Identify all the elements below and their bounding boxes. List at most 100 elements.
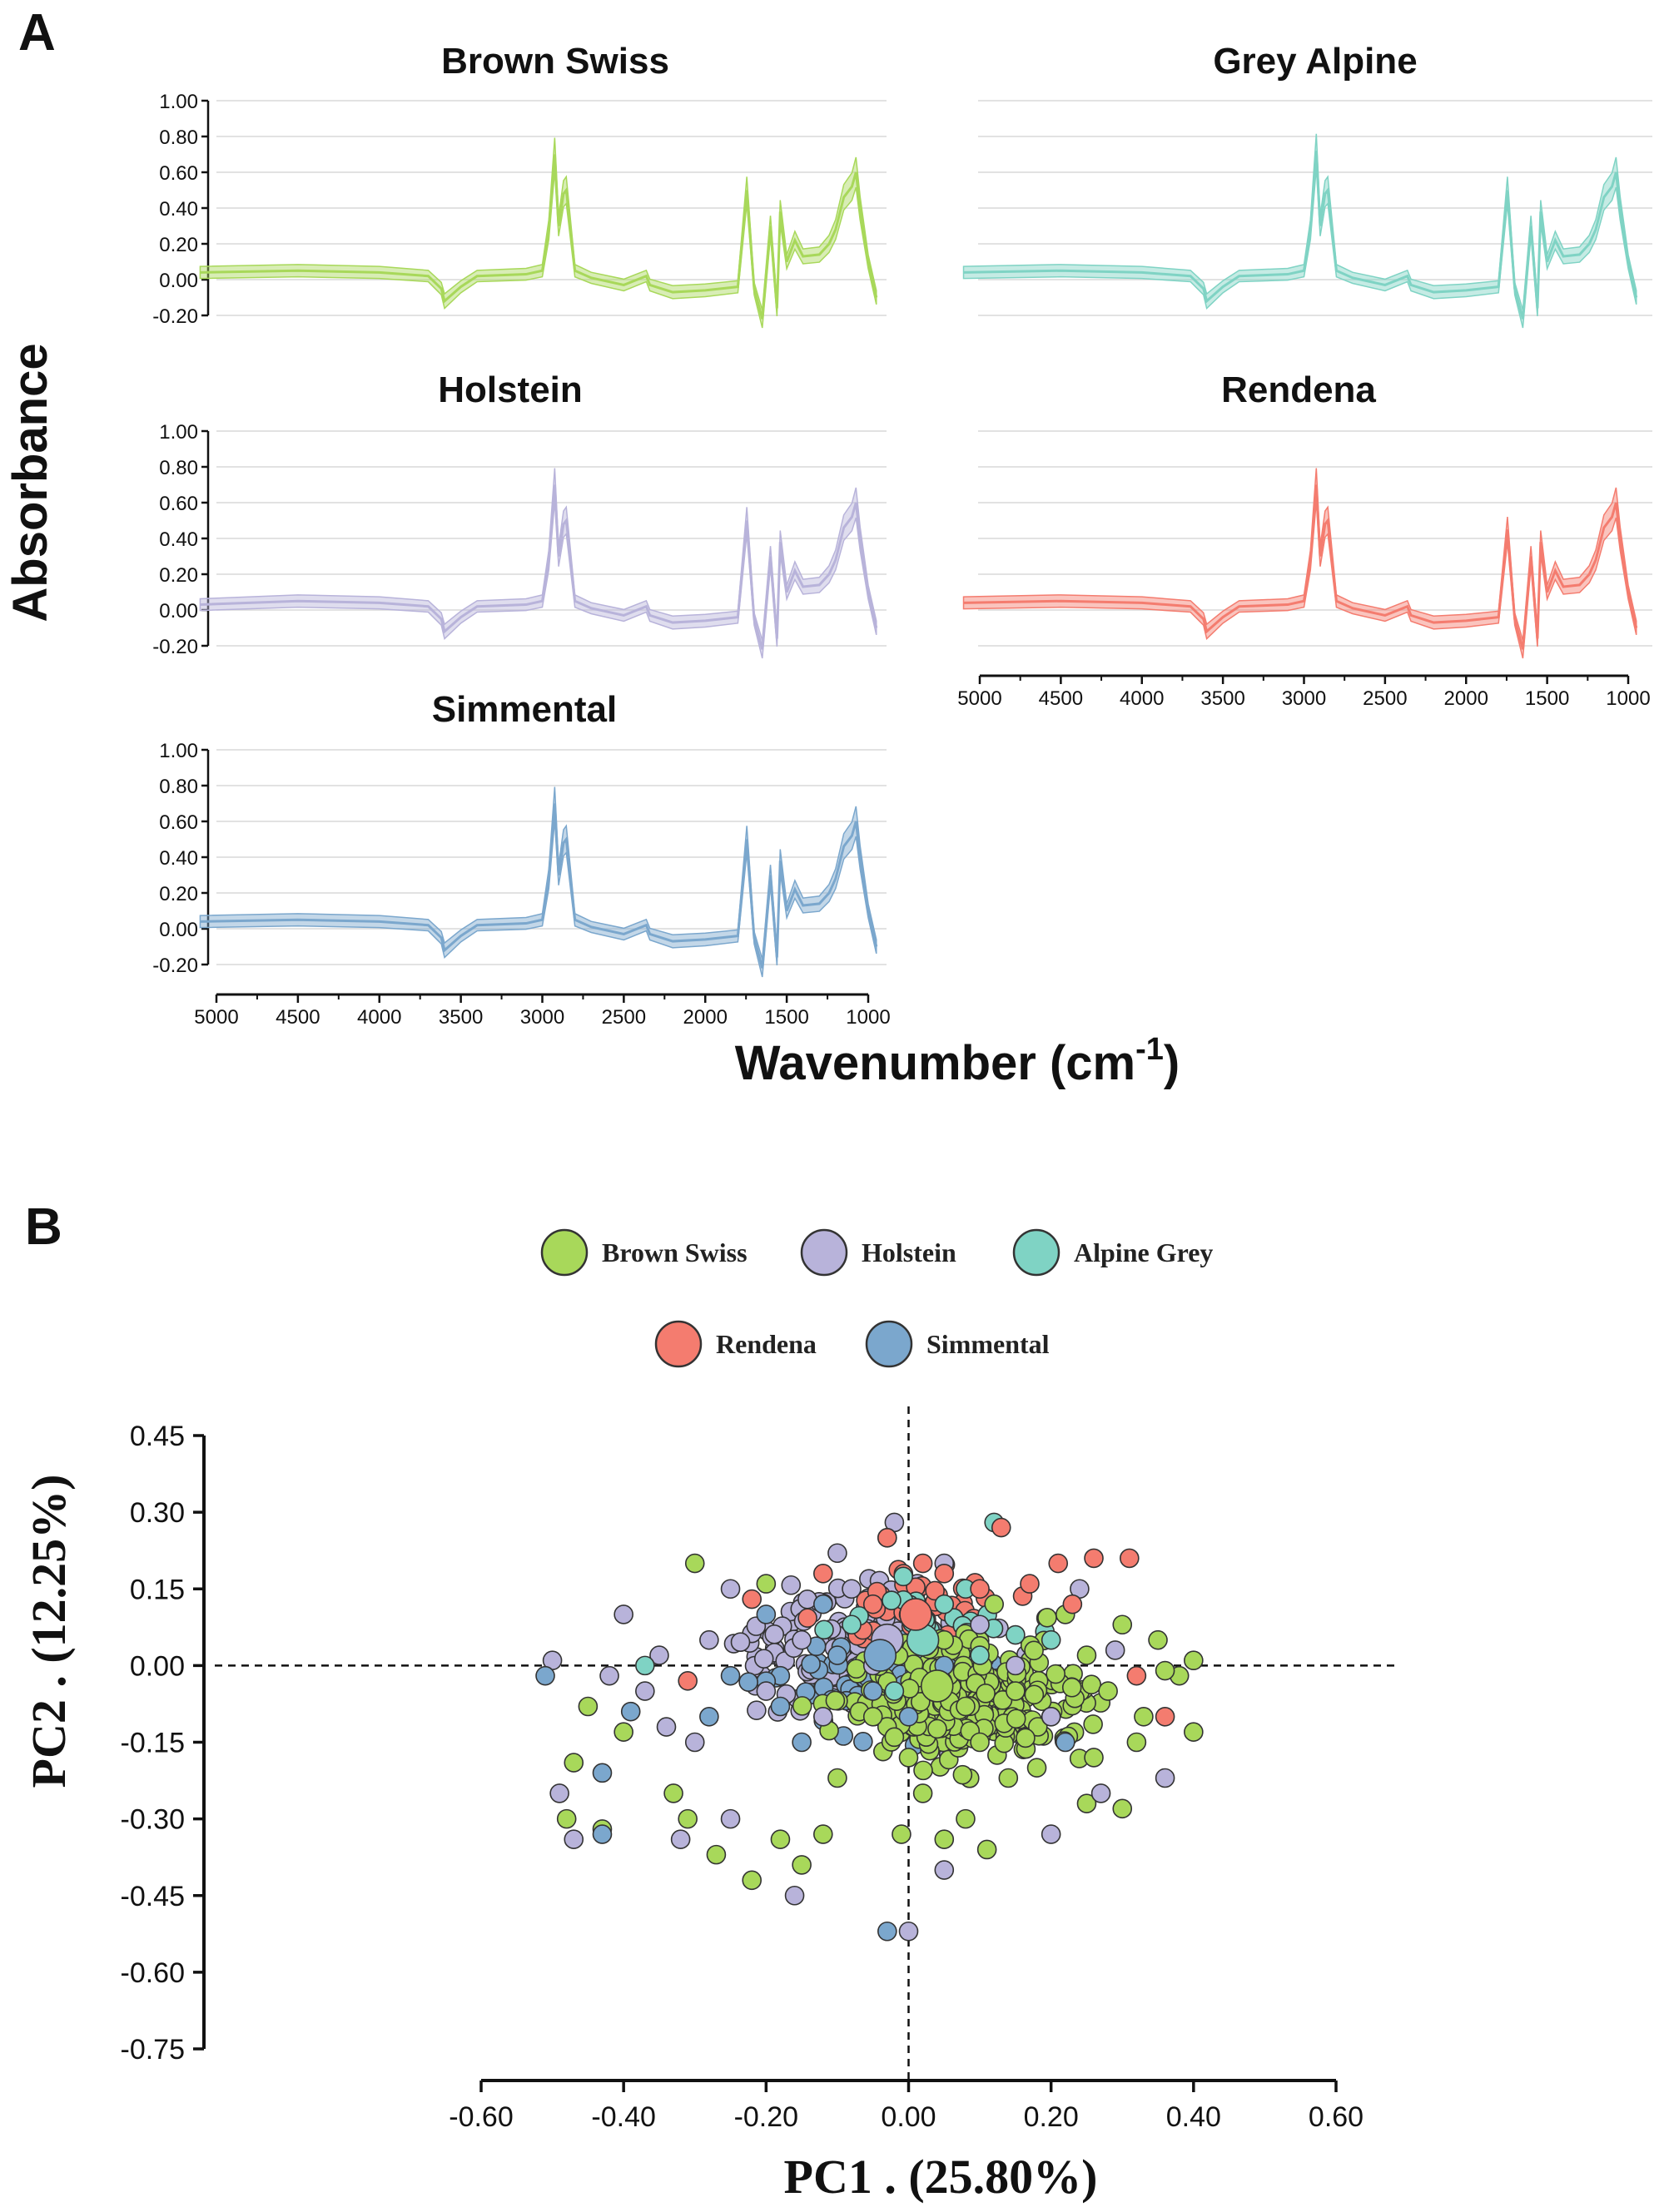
- pca-point: [1083, 1714, 1103, 1734]
- pca-point: [1062, 1594, 1083, 1614]
- pca-point: [984, 1594, 1004, 1614]
- x-tick-label: 2500: [1363, 687, 1407, 710]
- spectrum-panel-rendena: Rendena 5000 4500 4000 3500 3000 2500 2000 1500 1…: [957, 369, 1652, 710]
- pca-point: [742, 1589, 762, 1609]
- pca-point: [1155, 1660, 1175, 1681]
- pca-point: [827, 1768, 847, 1788]
- pca-point: [1084, 1548, 1104, 1569]
- pca-point: [578, 1696, 599, 1717]
- pca-point: [684, 1553, 705, 1574]
- pca-point: [976, 1839, 997, 1860]
- pca-point: [1037, 1608, 1057, 1628]
- pca-point: [842, 1614, 862, 1635]
- pca-point: [853, 1732, 873, 1752]
- pca-point: [898, 1706, 919, 1727]
- pca-point: [877, 1921, 897, 1942]
- pca-point: [1126, 1665, 1147, 1686]
- spectrum-title: Simmental: [432, 689, 618, 730]
- pca-point: [991, 1517, 1011, 1538]
- pca-point: [1006, 1681, 1026, 1701]
- pca-point: [1026, 1758, 1047, 1778]
- pca-point: [1055, 1732, 1075, 1753]
- pca-point: [812, 1824, 833, 1844]
- pca-point: [1076, 1793, 1097, 1813]
- panel-a-xlabel-main: Wavenumber (cm: [735, 1036, 1135, 1090]
- x-tick-label: 1500: [764, 1006, 808, 1029]
- pca-point: [1076, 1645, 1097, 1665]
- pca-dense-cloud: [723, 1555, 1111, 1788]
- pca-point: [613, 1722, 633, 1743]
- pca-point: [756, 1681, 777, 1701]
- pca-point: [1090, 1783, 1111, 1803]
- pca-point: [970, 1732, 990, 1753]
- pca-point: [592, 1824, 613, 1844]
- x-tick-label: 1500: [1525, 687, 1569, 710]
- pca-point: [784, 1885, 805, 1906]
- legend-item: Rendena: [654, 1320, 817, 1368]
- spectrum-panel-grey-alpine: Grey Alpine: [962, 41, 1652, 329]
- pca-point: [649, 1645, 669, 1665]
- pca-scatter: Brown Swiss Holstein Alpine Grey Rendena Sim…: [22, 1228, 1394, 2204]
- y-tick-label: 0.20: [159, 883, 198, 905]
- pca-point: [1112, 1614, 1133, 1635]
- pca-point: [535, 1665, 555, 1686]
- y-tick-label: 0.80: [159, 776, 198, 798]
- x-tick-label: 2000: [1444, 687, 1488, 710]
- pca-point: [1020, 1574, 1040, 1594]
- pca-point: [884, 1727, 905, 1748]
- spectrum-panel-holstein: Holstein 1.00 0.80 0.60 0.40 0.20 0.00 -0.20: [152, 369, 887, 659]
- pca-point: [635, 1655, 655, 1676]
- x-tick-label: 4500: [276, 1006, 320, 1029]
- spectrum-band: [199, 786, 877, 978]
- spectrum-title: Brown Swiss: [441, 41, 669, 82]
- pca-centroid: [899, 1598, 932, 1631]
- spectrum-mean-line: [963, 484, 1638, 650]
- pca-point: [742, 1870, 762, 1891]
- pca-point: [797, 1608, 817, 1628]
- pca-point: [635, 1681, 655, 1701]
- pca-series-rendena: [678, 1517, 1175, 1727]
- pca-x-tick-label: -0.60: [449, 2101, 514, 2133]
- pca-point: [656, 1717, 677, 1737]
- spectra-panels: Brown Swiss 1.00 0.80 0.60 0.40 0.20 0.00 -0.20…: [152, 41, 1652, 1029]
- y-tick-label: -0.20: [152, 955, 198, 977]
- legend-item: Alpine Grey: [1012, 1228, 1213, 1277]
- pca-point: [699, 1706, 719, 1727]
- pca-point: [613, 1604, 633, 1624]
- y-tick-label: 1.00: [159, 421, 198, 444]
- pca-point: [801, 1654, 821, 1674]
- y-tick-label: 0.00: [159, 270, 198, 292]
- panel-a-xlabel-close: ): [1164, 1036, 1180, 1090]
- pca-point: [827, 1543, 847, 1564]
- spectrum-band: [199, 137, 877, 329]
- legend-item: Brown Swiss: [540, 1228, 748, 1277]
- y-tick-label: 0.00: [159, 919, 198, 941]
- pca-point: [893, 1566, 913, 1587]
- pca-point: [592, 1763, 613, 1783]
- x-tick-label: 4000: [357, 1006, 401, 1029]
- pca-point: [898, 1921, 919, 1942]
- pca-point: [684, 1732, 705, 1753]
- pca-point: [934, 1564, 955, 1584]
- pca-point: [706, 1844, 727, 1865]
- x-tick-label: 4000: [1120, 687, 1164, 710]
- pca-point: [842, 1579, 862, 1599]
- x-tick-label: 2000: [683, 1006, 728, 1029]
- pca-point: [812, 1706, 833, 1727]
- pca-point: [792, 1629, 812, 1650]
- pca-centroid: [863, 1639, 897, 1672]
- legend-marker: [540, 1228, 589, 1277]
- pca-point: [877, 1528, 897, 1548]
- legend-label: Holstein: [862, 1237, 956, 1267]
- y-tick-label: 0.00: [159, 600, 198, 622]
- pca-point: [1024, 1684, 1045, 1705]
- pca-y-tick-label: -0.75: [121, 2034, 186, 2066]
- y-tick-label: 0.60: [159, 162, 198, 185]
- pca-point: [792, 1696, 812, 1716]
- spectrum-mean-line: [200, 803, 878, 969]
- pca-point: [753, 1649, 774, 1669]
- pca-series-holstein: [542, 1512, 1175, 1942]
- pca-y-tick-label: 0.30: [130, 1497, 185, 1529]
- pca-y-tick-label: -0.45: [121, 1881, 186, 1912]
